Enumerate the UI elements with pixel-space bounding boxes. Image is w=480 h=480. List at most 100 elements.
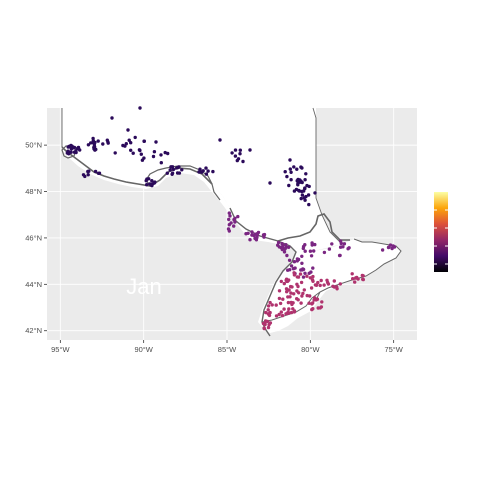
observation-point bbox=[350, 272, 354, 276]
observation-point bbox=[241, 159, 245, 164]
x-tick-label: 75°W bbox=[384, 345, 403, 354]
observation-point bbox=[250, 233, 254, 237]
observation-point bbox=[303, 249, 307, 253]
observation-point bbox=[149, 183, 153, 187]
observation-point bbox=[309, 270, 313, 274]
observation-point bbox=[288, 167, 292, 171]
observation-point bbox=[263, 319, 268, 323]
observation-point bbox=[305, 293, 309, 298]
observation-point bbox=[282, 281, 286, 286]
observation-point bbox=[238, 148, 242, 152]
observation-point bbox=[264, 310, 268, 315]
observation-point bbox=[303, 243, 307, 247]
observation-point bbox=[266, 304, 271, 308]
observation-point bbox=[91, 140, 95, 145]
observation-point bbox=[298, 272, 303, 276]
observation-point bbox=[159, 153, 163, 157]
observation-point bbox=[301, 246, 305, 251]
observation-point bbox=[298, 178, 302, 182]
x-tick-label: 90°W bbox=[134, 345, 153, 354]
observation-point bbox=[277, 312, 281, 317]
observation-point bbox=[230, 151, 234, 155]
observation-point bbox=[287, 278, 291, 282]
observation-point bbox=[268, 300, 272, 305]
observation-point bbox=[284, 243, 288, 247]
x-tick-label: 85°W bbox=[218, 345, 237, 354]
observation-point bbox=[304, 172, 308, 176]
observation-point bbox=[387, 245, 391, 249]
observation-point bbox=[86, 143, 91, 147]
colorbar bbox=[434, 192, 448, 272]
observation-point bbox=[236, 214, 240, 219]
observation-point bbox=[133, 135, 137, 140]
observation-point bbox=[211, 169, 215, 174]
observation-point bbox=[142, 139, 146, 143]
observation-point bbox=[292, 292, 296, 296]
observation-point bbox=[311, 279, 315, 283]
observation-point bbox=[296, 298, 300, 302]
y-tick-label: 42°N bbox=[25, 326, 42, 335]
observation-point bbox=[227, 211, 231, 215]
observation-point bbox=[280, 247, 284, 252]
observation-point bbox=[309, 254, 314, 258]
observation-point bbox=[140, 158, 145, 162]
observation-point bbox=[283, 247, 287, 251]
observation-point bbox=[295, 179, 299, 183]
observation-point bbox=[229, 221, 233, 225]
observation-point bbox=[304, 194, 308, 199]
observation-point bbox=[292, 189, 297, 193]
observation-point bbox=[338, 282, 342, 286]
observation-point bbox=[277, 245, 281, 249]
observation-point bbox=[301, 275, 306, 279]
observation-point bbox=[175, 171, 180, 175]
observation-point bbox=[268, 181, 272, 185]
observation-point bbox=[308, 249, 313, 253]
observation-point bbox=[282, 250, 287, 254]
observation-point bbox=[287, 183, 291, 188]
observation-point bbox=[154, 140, 158, 144]
observation-point bbox=[286, 300, 291, 305]
superior-shore bbox=[145, 165, 221, 201]
observation-point bbox=[86, 169, 90, 174]
observation-point bbox=[300, 261, 304, 265]
observation-point bbox=[342, 242, 347, 246]
observation-point bbox=[337, 253, 342, 258]
observation-point bbox=[346, 247, 350, 251]
observation-point bbox=[288, 284, 293, 289]
observation-point bbox=[311, 266, 315, 270]
observation-point bbox=[289, 178, 293, 182]
observation-point bbox=[232, 224, 236, 228]
observation-point bbox=[306, 193, 311, 197]
observation-point bbox=[318, 283, 322, 288]
observation-point bbox=[238, 152, 242, 156]
observation-point bbox=[308, 294, 312, 298]
observation-point bbox=[101, 142, 105, 146]
observation-point bbox=[139, 152, 143, 156]
observation-point bbox=[309, 286, 314, 290]
observation-point bbox=[129, 141, 133, 145]
observation-point bbox=[319, 278, 323, 283]
observation-point bbox=[106, 141, 110, 145]
observation-point bbox=[113, 151, 117, 155]
x-tick-label: 80°W bbox=[301, 345, 320, 354]
observation-point bbox=[320, 300, 324, 304]
observation-point bbox=[288, 158, 292, 162]
observation-point bbox=[299, 165, 303, 169]
observation-point bbox=[145, 183, 149, 187]
observation-point bbox=[168, 168, 172, 172]
observation-point bbox=[144, 179, 148, 183]
observation-point bbox=[292, 271, 296, 275]
observation-point bbox=[278, 301, 283, 306]
observation-point bbox=[285, 290, 289, 294]
observation-point bbox=[353, 280, 357, 284]
quebec-border bbox=[312, 107, 343, 245]
observation-point bbox=[296, 181, 300, 186]
observation-point bbox=[330, 242, 334, 246]
observation-points bbox=[65, 106, 397, 331]
observation-point bbox=[262, 235, 266, 239]
observation-point bbox=[228, 214, 232, 218]
observation-point bbox=[126, 128, 130, 132]
us-border-west bbox=[61, 146, 213, 187]
observation-point bbox=[66, 149, 70, 153]
observation-point bbox=[318, 306, 322, 310]
